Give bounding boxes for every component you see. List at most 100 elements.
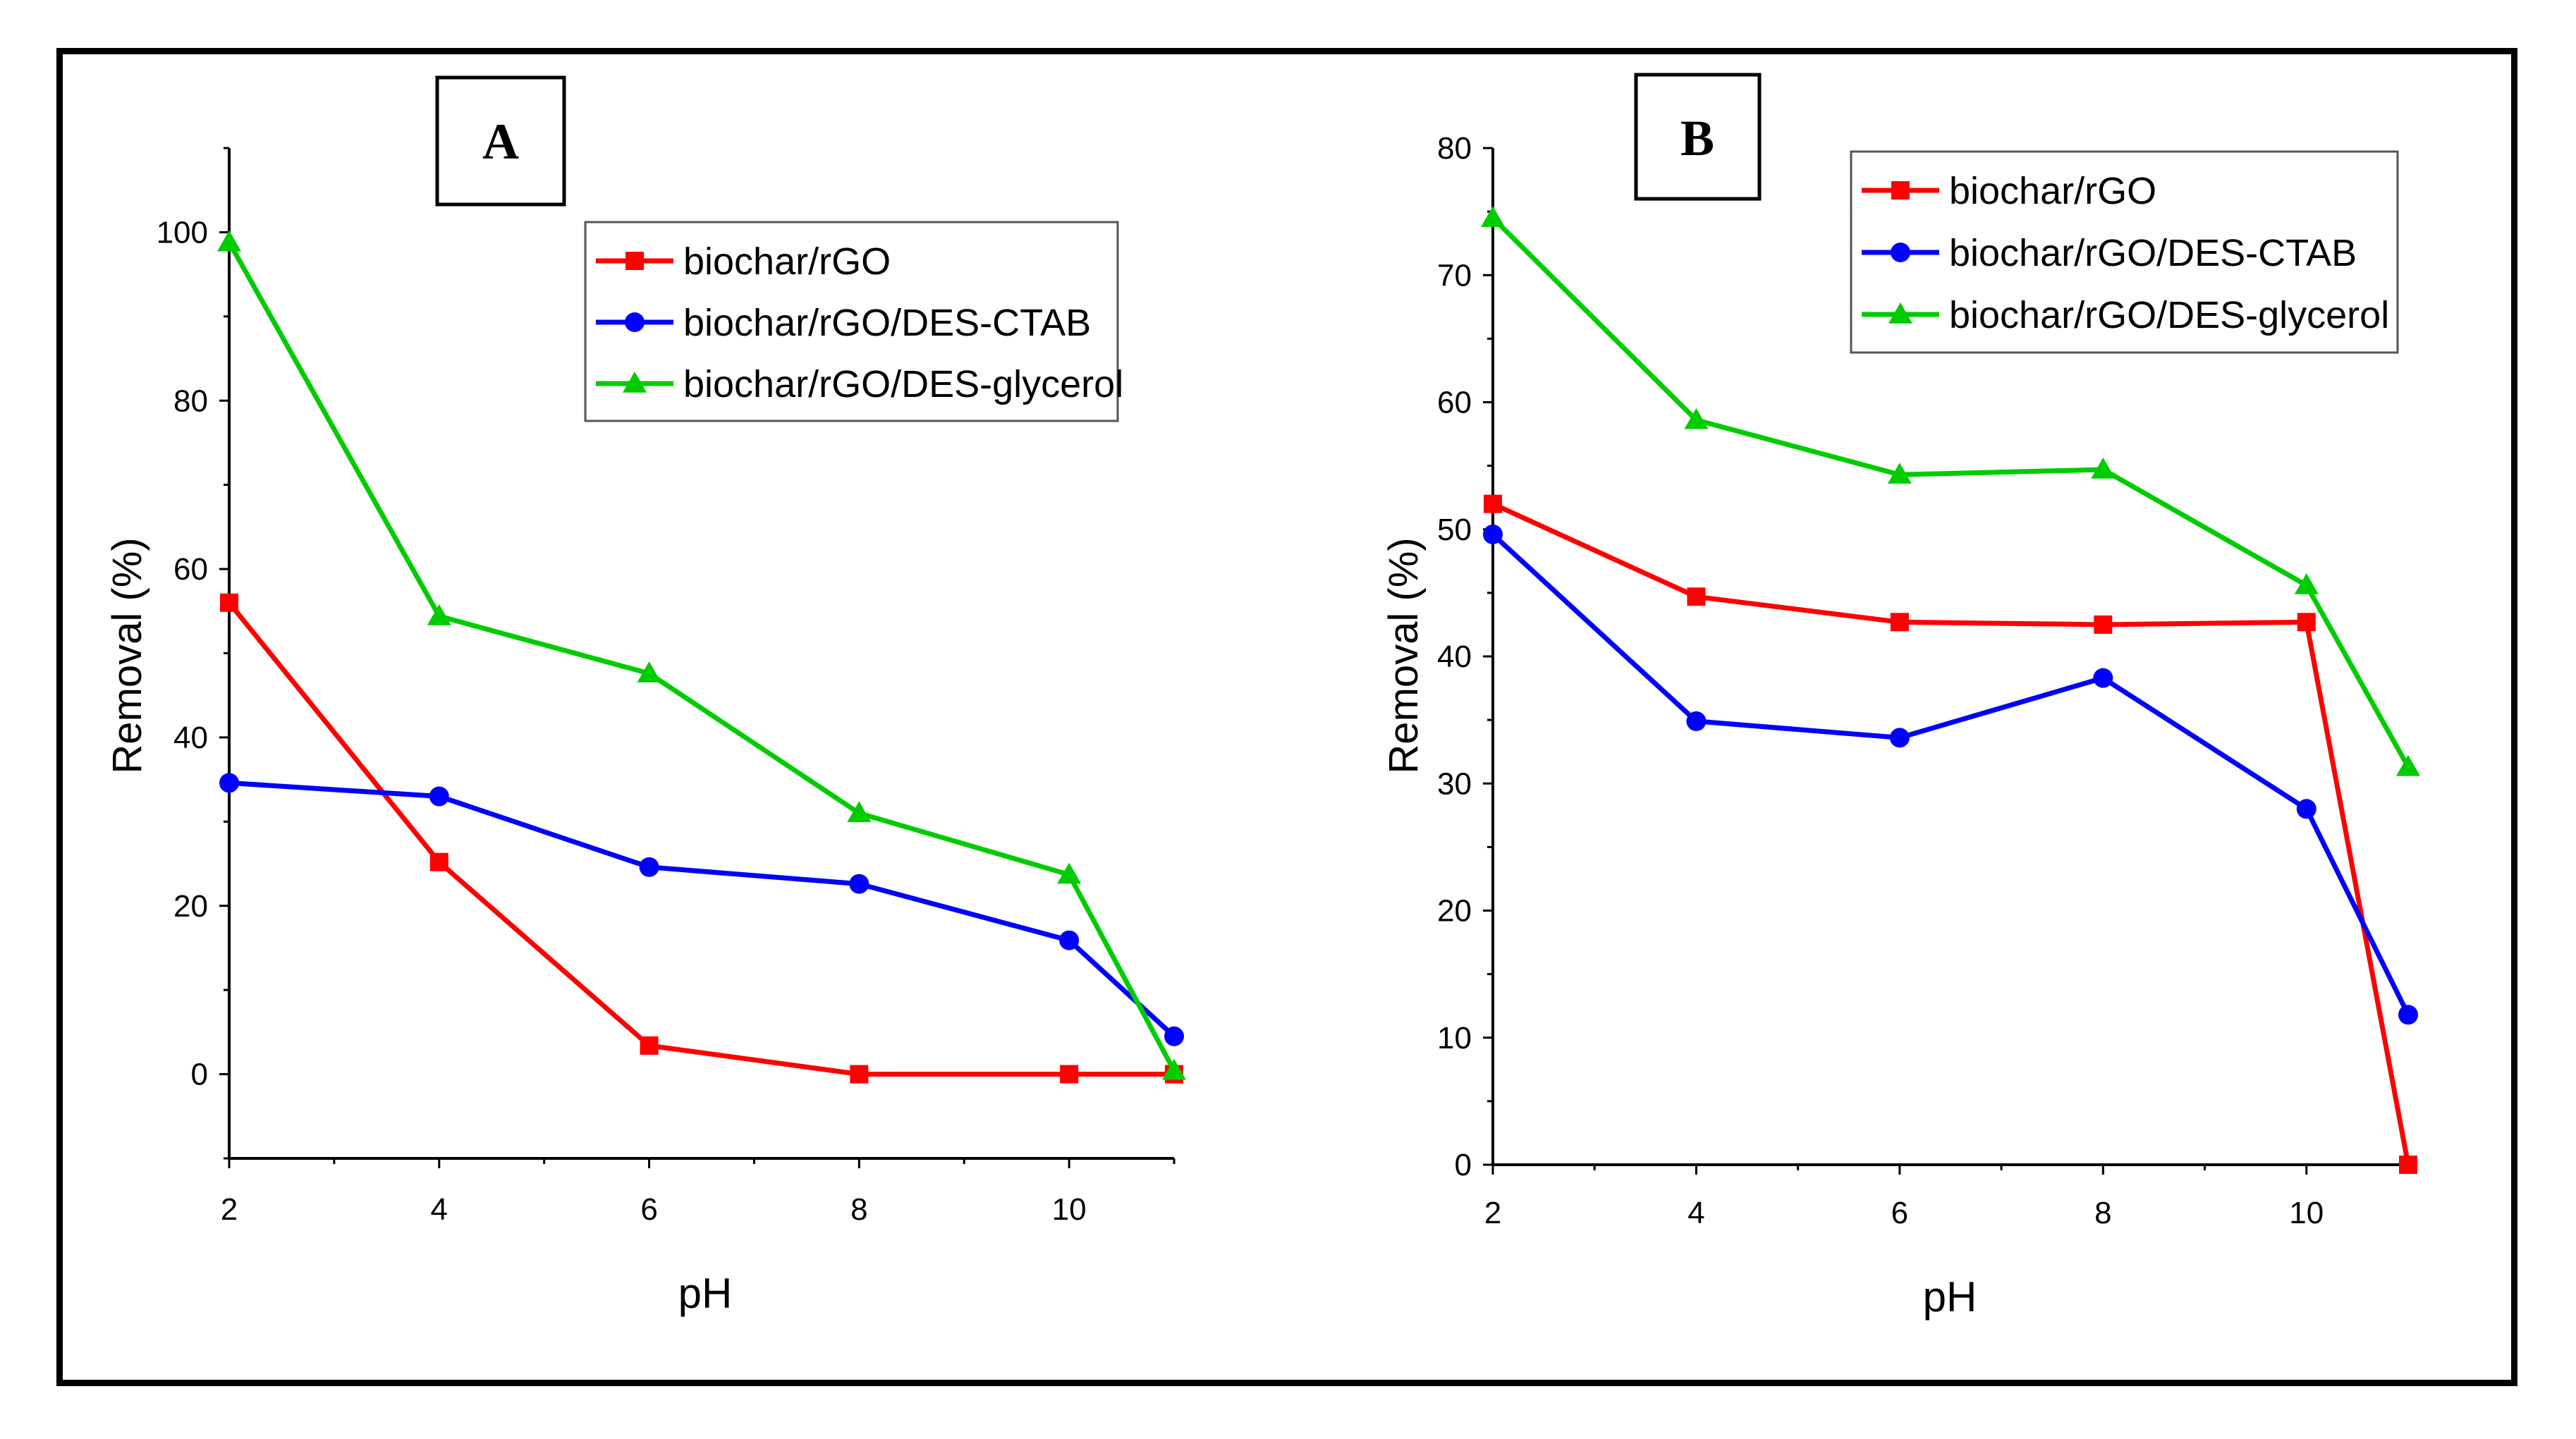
y-tick-label: 80	[1437, 131, 1472, 166]
legend-swatch-marker	[625, 312, 645, 332]
x-tick-label: 10	[2289, 1196, 2324, 1230]
x-tick-label: 6	[1891, 1196, 1908, 1230]
y-tick-label: 40	[1437, 639, 1472, 674]
y-tick-label: 0	[191, 1058, 208, 1092]
data-point	[2297, 613, 2316, 632]
legend-entry-label: biochar/rGO/DES-CTAB	[1949, 232, 2357, 274]
series-circle	[1483, 524, 2418, 1025]
legend-entry-label: biochar/rGO	[1949, 170, 2156, 212]
panel-label-box-a	[435, 75, 566, 207]
data-point	[429, 852, 448, 871]
legend-entry-label: biochar/rGO/DES-CTAB	[683, 302, 1091, 344]
data-point	[1164, 1026, 1184, 1046]
data-point	[1481, 206, 1505, 227]
legend-swatch-marker	[1888, 302, 1912, 324]
data-point	[1687, 587, 1706, 606]
data-point	[1887, 463, 1912, 484]
series-square	[1484, 494, 2417, 1174]
y-tick-label: 40	[173, 721, 208, 755]
data-point	[1483, 524, 1503, 544]
y-tick-label: 60	[173, 552, 208, 587]
y-tick-label: 30	[1437, 766, 1472, 801]
x-tick-label: 10	[1052, 1192, 1087, 1227]
x-tick-label: 6	[640, 1192, 657, 1227]
data-point	[2294, 573, 2319, 594]
data-point	[847, 801, 872, 823]
y-tick-label: 70	[1437, 258, 1472, 293]
x-tick-label: 8	[850, 1192, 867, 1227]
series-triangle	[217, 230, 1186, 1080]
x-tick-label: 2	[1484, 1196, 1501, 1230]
panel-label-b: B	[1680, 110, 1714, 166]
x-tick-label: 4	[1687, 1196, 1704, 1230]
legend-entry-label: biochar/rGO/DES-glycerol	[683, 363, 1123, 405]
y-axis-label-b: Removal (%)	[1381, 537, 1427, 773]
data-point	[217, 230, 241, 252]
legend-box	[1850, 150, 2399, 354]
data-point	[429, 786, 449, 807]
y-axis-label-a: Removal (%)	[104, 537, 150, 773]
data-point	[640, 1036, 659, 1055]
legend-entry-label: biochar/rGO/DES-glycerol	[1949, 294, 2389, 336]
data-point	[219, 773, 239, 793]
data-point	[1686, 711, 1707, 731]
x-axis-label-a: pH	[678, 1270, 733, 1317]
data-point	[2399, 1156, 2417, 1174]
y-tick-label: 50	[1437, 513, 1472, 547]
data-point	[427, 604, 451, 625]
legend-entry-label: biochar/rGO	[683, 240, 891, 283]
legend-swatch-marker	[1891, 181, 1910, 200]
panel-label-box-b	[1634, 73, 1762, 201]
data-point	[2094, 615, 2113, 634]
y-tick-label: 100	[157, 215, 208, 250]
x-tick-label: 8	[2094, 1196, 2111, 1230]
legend: biochar/rGO biochar/rGO/DES-CTAB biochar/r…	[584, 221, 1123, 422]
data-point	[1162, 1058, 1186, 1080]
data-point	[1059, 930, 1080, 950]
legend-swatch-marker	[625, 252, 644, 270]
data-point	[850, 1065, 869, 1084]
data-point	[849, 874, 869, 894]
panel-label-a: A	[482, 114, 519, 170]
data-point	[637, 661, 661, 682]
data-point	[220, 593, 238, 612]
legend-swatch-marker	[623, 372, 647, 393]
series-triangle	[1481, 206, 2420, 776]
series-line	[1491, 532, 2411, 1016]
data-point	[1889, 728, 1910, 748]
y-tick-label: 20	[173, 889, 208, 924]
legend-box	[584, 221, 1119, 422]
y-tick-label: 60	[1437, 386, 1472, 420]
data-point	[2398, 1005, 2418, 1025]
data-point	[2296, 799, 2316, 819]
series-line	[1491, 216, 2411, 769]
data-point	[639, 857, 659, 877]
series-line	[226, 241, 1177, 1072]
data-point	[1060, 1065, 1079, 1084]
y-tick-label: 0	[1455, 1148, 1472, 1182]
x-tick-label: 2	[221, 1192, 238, 1227]
series-line	[1491, 501, 2411, 1165]
series-line	[227, 601, 1174, 1077]
y-tick-label: 10	[1437, 1021, 1472, 1055]
series-square	[220, 593, 1183, 1084]
x-tick-label: 4	[431, 1192, 448, 1227]
data-point	[1684, 408, 1709, 429]
data-point	[2396, 754, 2420, 776]
data-point	[1890, 613, 1909, 632]
legend: biochar/rGO biochar/rGO/DES-CTAB biochar/r…	[1850, 150, 2399, 354]
series-line	[228, 780, 1176, 1039]
y-tick-label: 80	[173, 384, 208, 418]
legend-swatch-marker	[1891, 243, 1910, 262]
data-point	[2091, 458, 2116, 479]
series-circle	[219, 773, 1184, 1046]
data-point	[1057, 862, 1082, 884]
x-axis-label-b: pH	[1923, 1273, 1977, 1321]
data-point	[1484, 494, 1502, 513]
data-point	[2093, 668, 2113, 688]
